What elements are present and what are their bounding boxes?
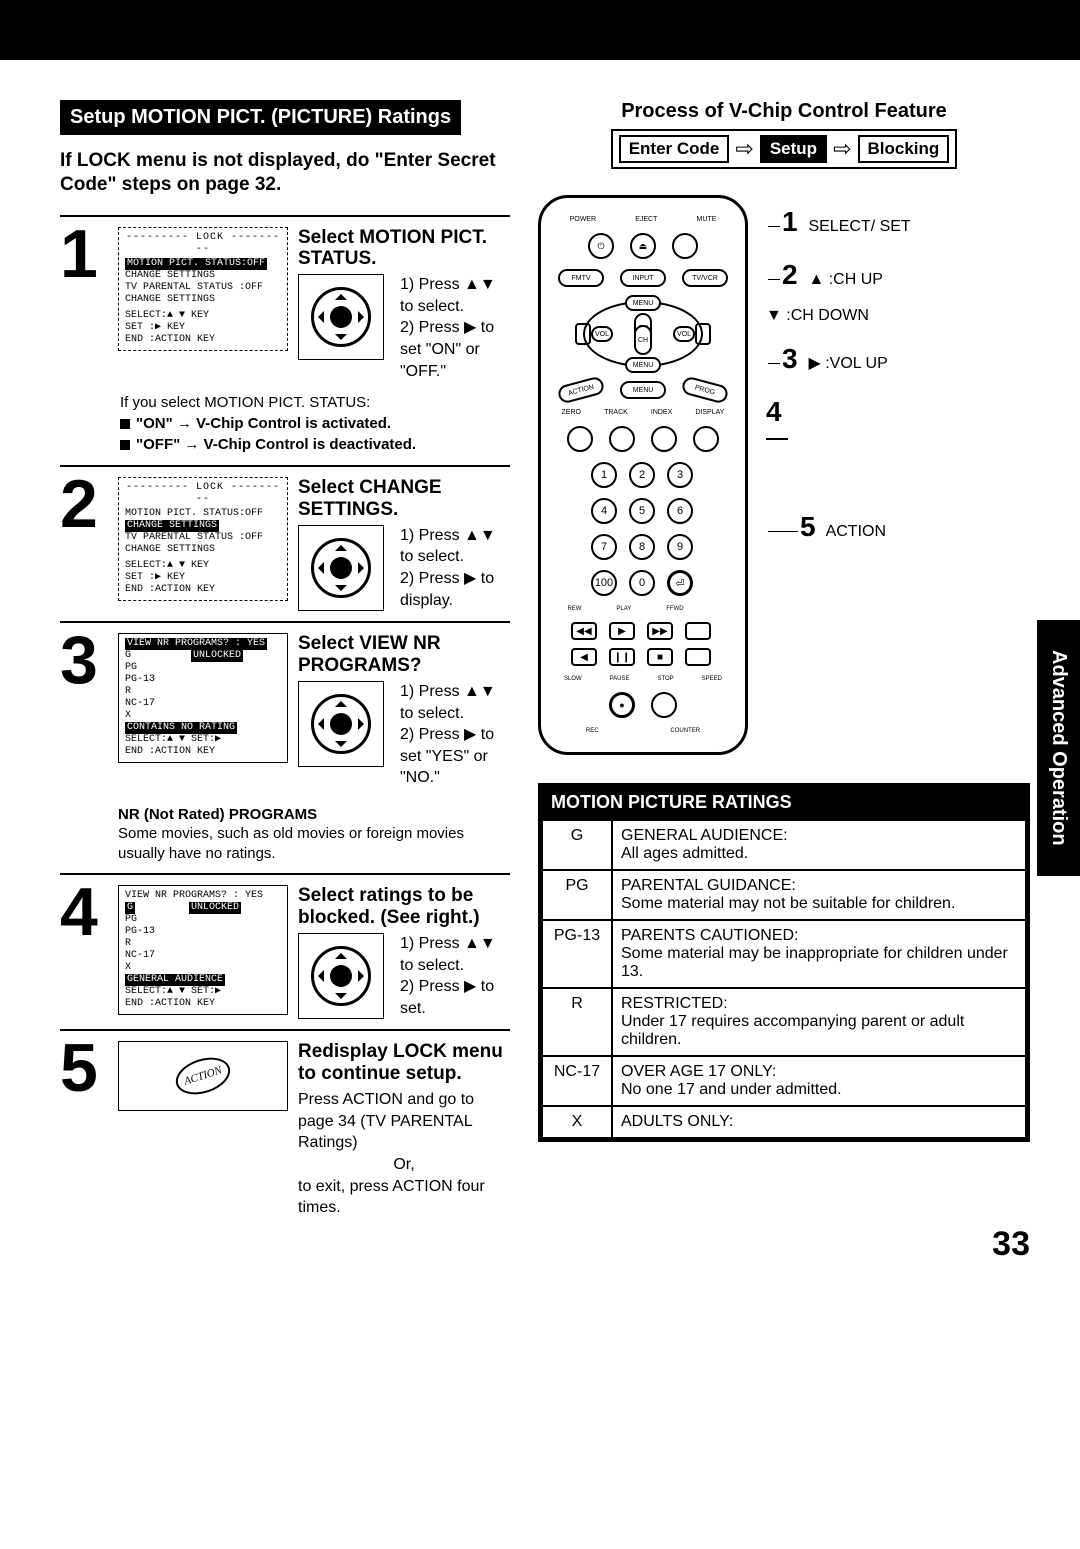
process-step: Blocking <box>858 135 950 163</box>
remote-diagram: POWER EJECT MUTE ⏻ ⏏ FMTV INPUT TV/VCR <box>538 195 748 755</box>
step-heading: Select VIEW NR PROGRAMS? <box>298 633 510 677</box>
ratings-title: MOTION PICTURE RATINGS <box>541 786 1027 819</box>
action-icon: ACTION <box>171 1052 235 1102</box>
remote-button: INPUT <box>620 269 666 287</box>
remote-button: MENU <box>620 381 666 399</box>
remote-action-button: ACTION <box>556 375 605 404</box>
process-flow: Enter Code ⇨ Setup ⇨ Blocking <box>611 129 958 169</box>
ratings-menu-3: VIEW NR PROGRAMS? : YES G UNLOCKED PG PG… <box>118 633 288 763</box>
ratings-menu-4: VIEW NR PROGRAMS? : YES G UNLOCKED PG PG… <box>118 885 288 1015</box>
step-3: 3 VIEW NR PROGRAMS? : YES G UNLOCKED PG … <box>60 621 510 863</box>
action-button-box: ACTION <box>118 1041 288 1111</box>
dpad-icon <box>298 933 384 1019</box>
step-1: 1 --------- LOCK --------- MOTION PICT. … <box>60 215 510 456</box>
dpad-icon <box>298 274 384 360</box>
ratings-table: MOTION PICTURE RATINGS GGENERAL AUDIENCE… <box>538 783 1030 1142</box>
table-row: PG-13PARENTS CAUTIONED:Some material may… <box>542 920 1026 988</box>
step-heading: Select MOTION PICT. STATUS. <box>298 227 510 271</box>
dpad-icon <box>298 525 384 611</box>
section-title: Setup MOTION PICT. (PICTURE) Ratings <box>60 100 461 135</box>
remote-dpad: MENU CH VOL VOL CH MENU <box>583 301 703 367</box>
remote-legend: 1 SELECT/ SET 2 ▲ :CH UP ▼ :CH DOWN 3 ▶ … <box>766 195 911 553</box>
left-column: Setup MOTION PICT. (PICTURE) Ratings If … <box>60 100 510 1219</box>
remote-mute-button <box>672 233 698 259</box>
step-4: 4 VIEW NR PROGRAMS? : YES G UNLOCKED PG … <box>60 873 510 1019</box>
step-number: 2 <box>60 477 108 531</box>
process-step: Enter Code <box>619 135 730 163</box>
process-title: Process of V-Chip Control Feature <box>538 100 1030 123</box>
page: Setup MOTION PICT. (PICTURE) Ratings If … <box>0 60 1080 1284</box>
remote-numpad: 1 2 3 4 5 6 7 8 9 100 0 ⏎ <box>591 462 695 596</box>
step-number: 5 <box>60 1041 108 1095</box>
side-tab: Advanced Operation <box>1037 620 1080 876</box>
remote-button: TV/VCR <box>682 269 728 287</box>
lock-menu-2: --------- LOCK --------- MOTION PICT. ST… <box>118 477 288 601</box>
remote-eject-button: ⏏ <box>630 233 656 259</box>
arrow-icon: ⇨ <box>833 136 851 162</box>
table-row: XADULTS ONLY: <box>542 1106 1026 1138</box>
table-row: PGPARENTAL GUIDANCE:Some material may no… <box>542 870 1026 920</box>
step-number: 4 <box>60 885 108 939</box>
right-column: Process of V-Chip Control Feature Enter … <box>538 100 1030 1219</box>
step-number: 3 <box>60 633 108 687</box>
top-black-bar <box>0 0 1080 60</box>
step-number: 1 <box>60 227 108 281</box>
table-row: NC-17OVER AGE 17 ONLY:No one 17 and unde… <box>542 1056 1026 1106</box>
table-row: RRESTRICTED:Under 17 requires accompanyi… <box>542 988 1026 1056</box>
table-row: GGENERAL AUDIENCE:All ages admitted. <box>542 820 1026 870</box>
remote-power-button: ⏻ <box>588 233 614 259</box>
remote-button: FMTV <box>558 269 604 287</box>
intro-text: If LOCK menu is not displayed, do "Enter… <box>60 149 510 197</box>
page-number: 33 <box>60 1225 1030 1264</box>
step-5: 5 ACTION Redisplay LOCK menu to continue… <box>60 1029 510 1218</box>
arrow-icon: ⇨ <box>735 136 753 162</box>
dpad-icon <box>298 681 384 767</box>
step-heading: Select ratings to be blocked. (See right… <box>298 885 510 929</box>
step-heading: Select CHANGE SETTINGS. <box>298 477 510 521</box>
remote-transport: ◀◀ ▶ ▶▶ ◀ ❙❙ ■ <box>571 622 715 666</box>
step-heading: Redisplay LOCK menu to continue setup. <box>298 1041 510 1085</box>
remote-rec-button: ● <box>609 692 635 718</box>
lock-menu-1: --------- LOCK --------- MOTION PICT. ST… <box>118 227 288 351</box>
process-step-active: Setup <box>760 135 827 163</box>
step-2: 2 --------- LOCK --------- MOTION PICT. … <box>60 465 510 611</box>
remote-button: PROG <box>680 375 729 404</box>
